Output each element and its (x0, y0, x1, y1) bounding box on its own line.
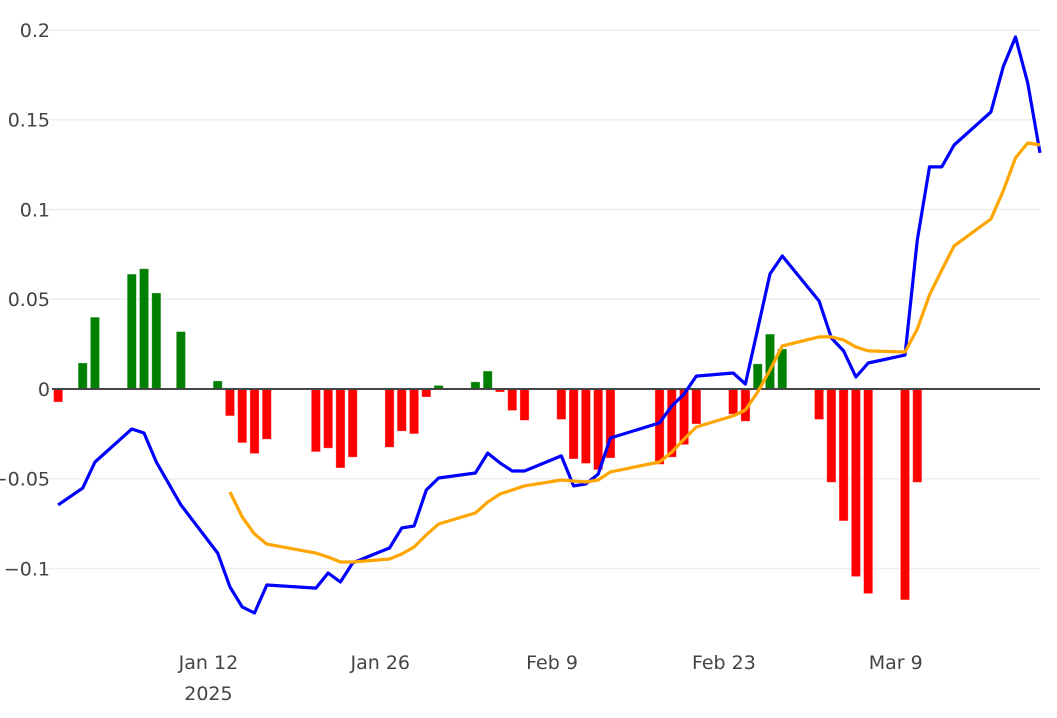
histogram-bar-negative (826, 388, 837, 483)
histogram-bar-negative (396, 388, 407, 432)
histogram-bar-positive (77, 362, 88, 390)
signal-line (228, 141, 1041, 564)
histogram-bar-negative (556, 388, 567, 420)
histogram-bar-positive (212, 380, 223, 390)
x-tick-label: Feb 23 (692, 652, 756, 674)
histogram-bar-positive (482, 370, 493, 390)
y-tick-label: 0 (38, 379, 50, 401)
histogram-bar-negative (899, 388, 910, 601)
histogram-bar-negative (519, 388, 530, 421)
y-tick-label: −0.05 (0, 469, 50, 491)
y-axis-ticks: 0.2 0.15 0.1 0.05 0 −0.05 −0.1 (0, 20, 50, 581)
x-tick-label: Jan 12 (178, 652, 239, 674)
macd-line (57, 35, 1042, 615)
y-tick-label: 0.1 (20, 199, 50, 221)
histogram-bar-negative (384, 388, 395, 448)
histogram-bar-negative (654, 388, 665, 465)
histogram-bar-negative (421, 388, 432, 398)
x-axis-ticks: Jan 12 2025 Jan 26 Feb 9 Feb 23 Mar 9 (178, 652, 923, 705)
histogram-bar-negative (261, 388, 272, 440)
histogram-bar-negative (347, 388, 358, 458)
histogram-bar-negative (224, 388, 235, 417)
histogram-bar-negative (850, 388, 861, 577)
histogram-bar-negative (568, 388, 579, 460)
histogram-bar-negative (838, 388, 849, 522)
histogram-bar-positive (126, 273, 137, 390)
histogram-bar-negative (323, 388, 334, 449)
histogram-bar-negative (863, 388, 874, 595)
histogram-bar-positive (175, 331, 186, 390)
histogram-bar-positive (139, 268, 150, 390)
x-tick-label: Feb 9 (526, 652, 578, 674)
histogram-bar-positive (151, 292, 162, 390)
x-tick-label: Jan 26 (349, 652, 410, 674)
histogram-bar-positive (470, 381, 481, 390)
y-tick-label: 0.05 (8, 289, 50, 311)
histogram-bar-negative (814, 388, 825, 420)
histogram-bars (53, 268, 923, 601)
histogram-bar-negative (507, 388, 518, 411)
y-tick-label: 0.2 (20, 20, 50, 42)
series-lines (57, 35, 1042, 615)
histogram-bar-negative (249, 388, 260, 455)
x-tick-label: Mar 9 (869, 652, 923, 674)
y-tick-label: 0.15 (8, 110, 50, 132)
histogram-bar-negative (335, 388, 346, 469)
histogram-bar-negative (580, 388, 591, 464)
y-tick-label: −0.1 (4, 558, 50, 580)
gridlines (40, 29, 1040, 570)
histogram-bar-negative (912, 388, 923, 483)
x-tick-year-label: 2025 (184, 683, 232, 705)
histogram-bar-negative (728, 388, 739, 415)
histogram-bar-negative (409, 388, 420, 435)
histogram-bar-negative (310, 388, 321, 453)
histogram-bar-negative (53, 388, 64, 403)
histogram-bar-negative (593, 388, 604, 471)
histogram-bar-negative (691, 388, 702, 425)
histogram-bar-positive (89, 316, 100, 390)
histogram-bar-negative (237, 388, 248, 444)
